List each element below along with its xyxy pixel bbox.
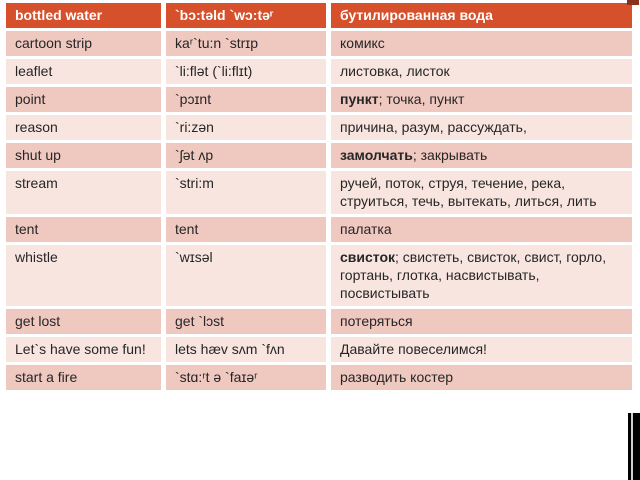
cell-english: tent [6,217,161,242]
table-row: Let`s have some fun! lets hæv sʌm `fʌn Д… [6,337,632,362]
header-cell-transcription: `bɔ:təld `wɔ:təʳ [166,3,326,28]
table-row: shut up `ʃət ʌp замолчать; закрывать [6,143,632,168]
cell-english: cartoon strip [6,31,161,56]
translation-text: ; закрывать [412,147,488,163]
cell-translation: потеряться [331,309,632,334]
cell-translation: палатка [331,217,632,242]
cell-english: point [6,87,161,112]
cell-transcription: `wɪsəl [166,245,326,306]
cell-english: stream [6,171,161,214]
cell-translation: причина, разум, рассуждать, [331,115,632,140]
cell-english: whistle [6,245,161,306]
cell-transcription: `stri:m [166,171,326,214]
header-cell-english: bottled water [6,3,161,28]
cell-translation: листовка, листок [331,59,632,84]
table-header-row: bottled water `bɔ:təld `wɔ:təʳ бутилиров… [6,3,632,28]
translation-text: ручей, поток, струя, течение, река, стру… [340,175,597,209]
table-row: start a fire `stɑ:ʳt ə `faɪəʳ разводить … [6,365,632,390]
cell-english: leaflet [6,59,161,84]
translation-text: Давайте повеселимся! [340,341,487,357]
translation-text: комикс [340,35,385,51]
cell-transcription: get `lɔst [166,309,326,334]
translation-text: палатка [340,221,392,237]
cell-transcription: tent [166,217,326,242]
cell-translation: разводить костер [331,365,632,390]
translation-text: ; точка, пункт [378,91,465,107]
cell-transcription: `pɔɪnt [166,87,326,112]
cell-english: get lost [6,309,161,334]
bottom-right-black-fragment [628,413,640,480]
table-row: leaflet `li:flət (`li:flɪt) листовка, ли… [6,59,632,84]
translation-text: листовка, листок [340,63,450,79]
top-right-accent-fragment [627,0,639,5]
header-cell-translation: бутилированная вода [331,3,632,28]
table-row: whistle `wɪsəl свисток; свистеть, свисто… [6,245,632,306]
cell-english: start a fire [6,365,161,390]
cell-translation: замолчать; закрывать [331,143,632,168]
table-row: tent tent палатка [6,217,632,242]
translation-text: разводить костер [340,369,454,385]
translation-text: потеряться [340,313,413,329]
cell-english: Let`s have some fun! [6,337,161,362]
table-row: cartoon strip kaʳ`tu:n `strɪp комикс [6,31,632,56]
cell-english: reason [6,115,161,140]
translation-text: причина, разум, рассуждать, [340,119,527,135]
vocabulary-table: bottled water `bɔ:təld `wɔ:təʳ бутилиров… [1,0,637,393]
cell-transcription: `stɑ:ʳt ə `faɪəʳ [166,365,326,390]
cell-translation: свисток; свистеть, свисток, свист, горло… [331,245,632,306]
cell-transcription: lets hæv sʌm `fʌn [166,337,326,362]
translation-emphasis: свисток [340,249,396,265]
table-row: reason `ri:zən причина, разум, рассуждат… [6,115,632,140]
cell-transcription: `ri:zən [166,115,326,140]
cell-translation: Давайте повеселимся! [331,337,632,362]
black-fragment-divider [631,413,633,480]
table-row: stream `stri:m ручей, поток, струя, тече… [6,171,632,214]
cell-translation: ручей, поток, струя, течение, река, стру… [331,171,632,214]
cell-translation: пункт; точка, пункт [331,87,632,112]
cell-translation: комикс [331,31,632,56]
cell-transcription: kaʳ`tu:n `strɪp [166,31,326,56]
cell-transcription: `ʃət ʌp [166,143,326,168]
translation-emphasis: пункт [340,91,379,107]
translation-text: ; свистеть, свисток, свист, горло, горта… [340,249,607,301]
table-row: get lost get `lɔst потеряться [6,309,632,334]
table-row: point `pɔɪnt пункт; точка, пункт [6,87,632,112]
cell-transcription: `li:flət (`li:flɪt) [166,59,326,84]
cell-english: shut up [6,143,161,168]
translation-emphasis: замолчать [340,147,413,163]
